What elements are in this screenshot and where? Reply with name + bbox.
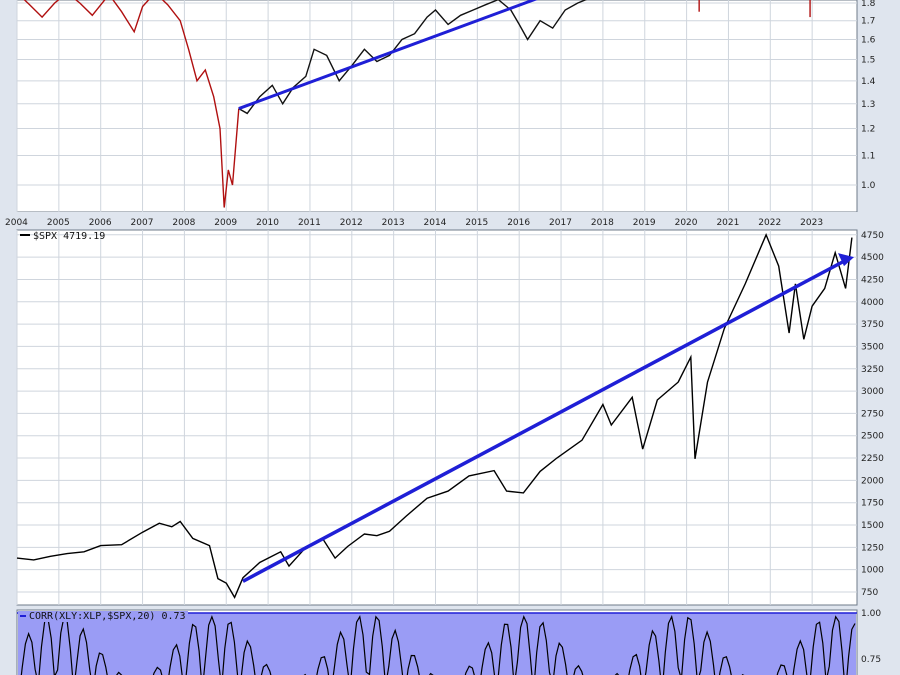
date-tick-label: 2021 bbox=[716, 218, 739, 228]
date-tick-label: 2008 bbox=[172, 218, 195, 228]
price-y-tick-label: 3500 bbox=[861, 342, 884, 352]
price-y-tick-label: 1500 bbox=[861, 521, 884, 531]
date-tick-label: 2011 bbox=[298, 218, 321, 228]
ratio-y-tick-label: 1.7 bbox=[861, 17, 875, 27]
price-series bbox=[16, 232, 854, 599]
spx-trendline bbox=[242, 258, 847, 583]
date-tick-label: 2017 bbox=[549, 218, 572, 228]
price-y-ticks: 750 1000 1250 1500 1750 2000 2250 2500 2750 3000 3… bbox=[861, 231, 884, 598]
ratio-y-tick-label: 1.6 bbox=[861, 35, 876, 45]
price-y-tick-label: 3250 bbox=[861, 365, 884, 375]
date-tick-label: 2016 bbox=[507, 218, 530, 228]
date-tick-label: 2012 bbox=[340, 218, 363, 228]
ratio-y-tick-label: 1.4 bbox=[861, 77, 876, 87]
price-y-tick-label: 2250 bbox=[861, 454, 884, 464]
date-tick-label: 2009 bbox=[214, 218, 237, 228]
ratio-trendline bbox=[238, 0, 538, 110]
corr-area-fill bbox=[18, 613, 856, 675]
price-grid bbox=[16, 230, 857, 605]
price-y-tick-label: 1750 bbox=[861, 499, 884, 509]
date-tick-label: 2010 bbox=[256, 218, 279, 228]
date-tick-label: 2014 bbox=[424, 218, 447, 228]
date-tick-label: 2013 bbox=[382, 218, 405, 228]
price-y-tick-label: 4000 bbox=[861, 298, 884, 308]
spx-line bbox=[16, 232, 853, 599]
corr-y-tick-label: 0.75 bbox=[861, 655, 881, 665]
date-axis: 2004 2005 2006 2007 2008 2009 2010 2011 2012 2013… bbox=[0, 212, 900, 230]
ratio-y-ticks: 1.0 1.1 1.2 1.3 1.4 1.5 1.6 1.7 1.8 bbox=[861, 0, 876, 191]
price-panel bbox=[16, 229, 858, 606]
corr-series bbox=[17, 612, 857, 675]
ratio-grid bbox=[16, 0, 857, 212]
date-tick-label: 2018 bbox=[591, 218, 614, 228]
price-y-tick-label: 4750 bbox=[861, 231, 884, 241]
legend-swatch bbox=[20, 234, 30, 236]
date-tick-label: 2022 bbox=[758, 218, 781, 228]
date-tick-label: 2004 bbox=[5, 218, 28, 228]
date-tick-label: 2006 bbox=[89, 218, 112, 228]
date-axis-band bbox=[0, 212, 900, 230]
corr-y-ticks: 1.00 0.75 bbox=[861, 609, 881, 665]
price-y-tick-label: 1000 bbox=[861, 566, 884, 576]
corr-line bbox=[20, 614, 856, 675]
price-y-tick-label: 2500 bbox=[861, 432, 884, 442]
price-y-tick-label: 3750 bbox=[861, 320, 884, 330]
ratio-y-tick-label: 1.0 bbox=[861, 181, 876, 191]
legend-swatch bbox=[20, 615, 26, 617]
date-tick-label: 2007 bbox=[131, 218, 154, 228]
date-tick-label: 2005 bbox=[47, 218, 70, 228]
price-y-tick-label: 4500 bbox=[861, 253, 884, 263]
price-y-tick-label: 2750 bbox=[861, 409, 884, 419]
date-tick-label: 2019 bbox=[633, 218, 656, 228]
ratio-series bbox=[23, 0, 811, 208]
ratio-y-tick-label: 1.8 bbox=[861, 0, 876, 9]
ratio-line bbox=[23, 0, 240, 208]
trendline-arrow-icon bbox=[838, 253, 854, 267]
date-tick-label: 2015 bbox=[465, 218, 488, 228]
corr-y-tick-label: 1.00 bbox=[861, 609, 881, 619]
date-tick-label: 2023 bbox=[800, 218, 823, 228]
price-y-tick-label: 750 bbox=[861, 588, 878, 598]
ratio-y-tick-label: 1.3 bbox=[861, 100, 875, 110]
price-y-tick-label: 3000 bbox=[861, 387, 884, 397]
date-tick-label: 2020 bbox=[675, 218, 698, 228]
price-y-tick-label: 4250 bbox=[861, 275, 884, 285]
price-y-tick-label: 2000 bbox=[861, 476, 884, 486]
corr-legend: CORR(XLY:XLP,$SPX,20) 0.73 bbox=[29, 611, 186, 622]
ratio-y-tick-label: 1.1 bbox=[861, 151, 875, 161]
ratio-y-tick-label: 1.2 bbox=[861, 125, 875, 135]
price-legend: $SPX 4719.19 bbox=[33, 231, 105, 242]
ratio-y-tick-label: 1.5 bbox=[861, 55, 875, 65]
corr-legend-bg bbox=[18, 611, 188, 622]
price-y-tick-label: 1250 bbox=[861, 543, 884, 553]
